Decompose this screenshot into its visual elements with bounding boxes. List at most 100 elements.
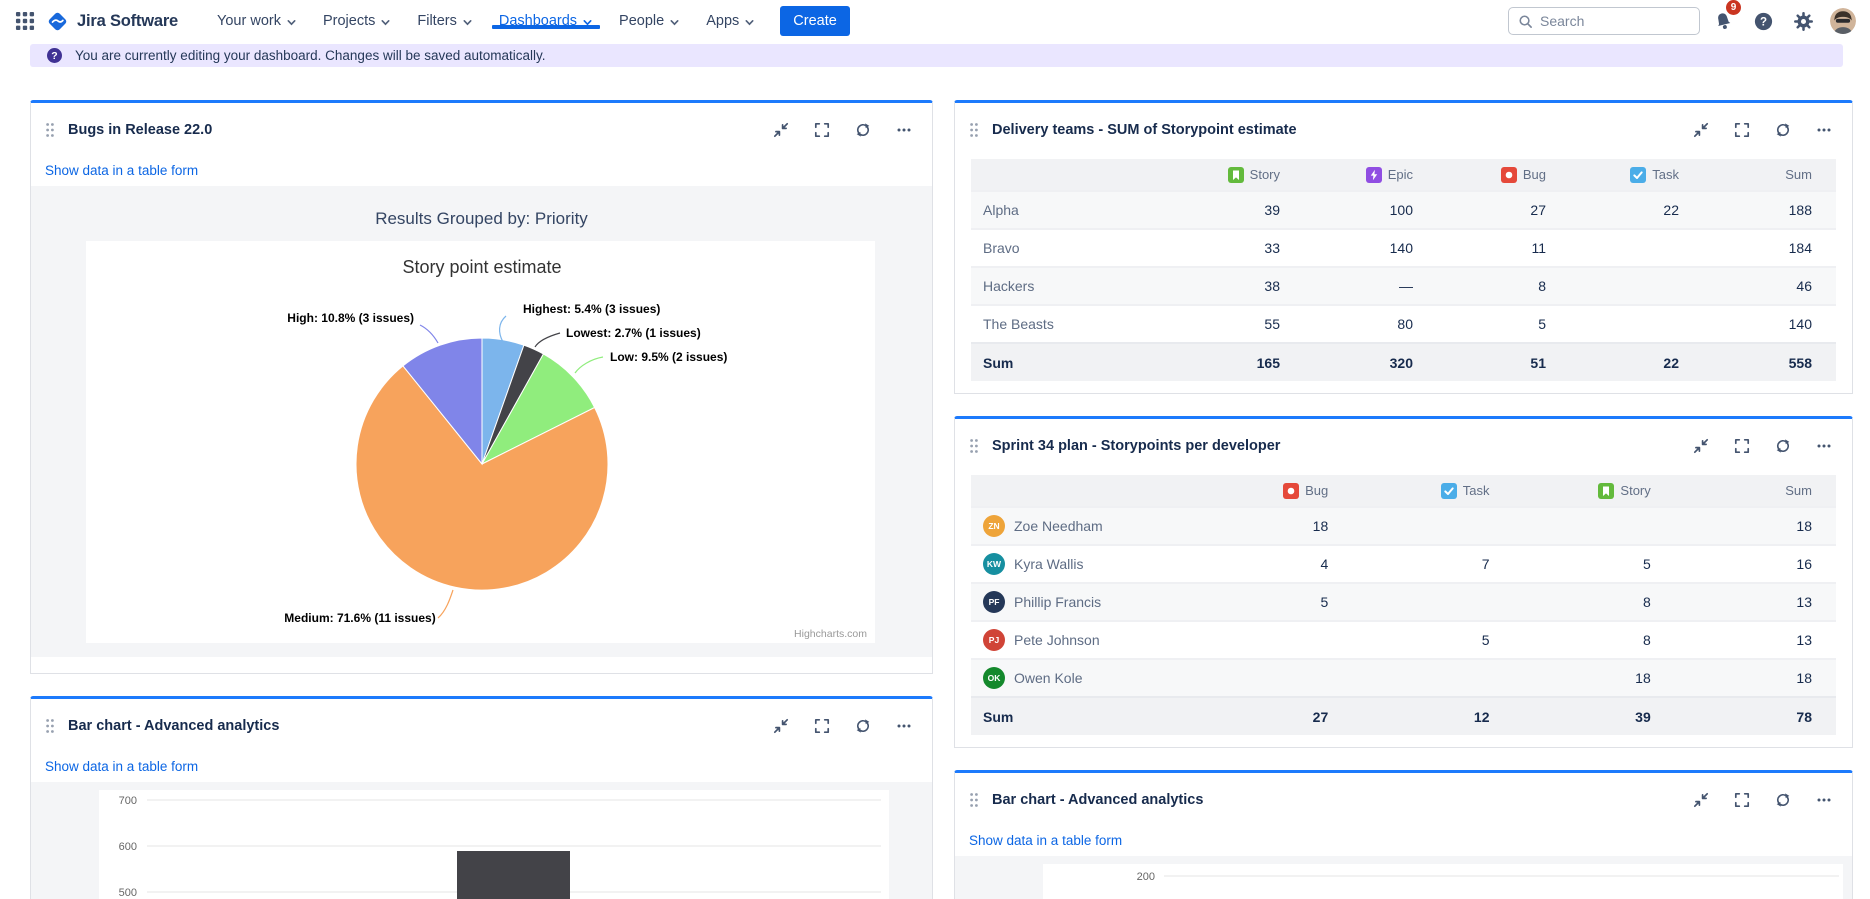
- bar-chart-region: 200: [955, 856, 1852, 899]
- ellipsis-icon: [1816, 438, 1832, 454]
- developer-name: Zoe Needham: [1014, 518, 1103, 534]
- minimize-gadget-button[interactable]: [1693, 438, 1709, 454]
- show-table-link[interactable]: Show data in a table form: [45, 163, 199, 178]
- refresh-gadget-button[interactable]: [1775, 792, 1791, 808]
- cell-bug: [1191, 659, 1352, 697]
- nav-item-filters[interactable]: Filters: [404, 13, 485, 29]
- column-label: Bug: [1305, 483, 1329, 498]
- maximize-gadget-button[interactable]: [1734, 438, 1750, 454]
- table-row: OK Owen Kole 18 18: [971, 659, 1836, 697]
- refresh-gadget-button[interactable]: [1775, 438, 1791, 454]
- drag-handle-icon[interactable]: [45, 122, 55, 138]
- refresh-icon: [1775, 438, 1791, 454]
- drag-handle-icon[interactable]: [969, 792, 979, 808]
- table-sum-row: Sum 27 12 39 78: [971, 697, 1836, 735]
- cell-bug: 18: [1312, 518, 1329, 534]
- gadget-more-menu-button[interactable]: [1816, 122, 1832, 138]
- sum-task: 22: [1663, 354, 1679, 371]
- pie-slice-medium[interactable]: [355, 365, 609, 591]
- gadget-header: Delivery teams - SUM of Storypoint estim…: [955, 103, 1852, 157]
- gadget-header: Sprint 34 plan - Storypoints per develop…: [955, 419, 1852, 473]
- table-header-row: Story Epic Bug Task Sum: [971, 159, 1836, 191]
- gadget-more-menu-button[interactable]: [896, 718, 912, 734]
- help-button[interactable]: ?: [1746, 0, 1780, 42]
- gadget-more-menu-button[interactable]: [896, 122, 912, 138]
- maximize-gadget-button[interactable]: [1734, 792, 1750, 808]
- gadget-bar-chart-left: Bar chart - Advanced analytics Show data…: [30, 696, 933, 899]
- drag-handle-icon[interactable]: [969, 122, 979, 138]
- collapse-icon: [1693, 792, 1709, 808]
- table-row: Bravo 33 140 11 184: [971, 229, 1836, 267]
- chevron-down-icon: [582, 17, 593, 28]
- refresh-gadget-button[interactable]: [855, 122, 871, 138]
- cell-story: 8: [1642, 594, 1651, 610]
- team-name: Bravo: [983, 240, 1020, 256]
- nav-item-your-work[interactable]: Your work: [204, 13, 310, 29]
- show-table-link[interactable]: Show data in a table form: [45, 759, 199, 774]
- gadget-actions: [1693, 122, 1832, 138]
- pie-label-medium: Medium: 71.6% (11 issues): [284, 611, 435, 625]
- nav-item-people[interactable]: People: [606, 13, 693, 29]
- gadget-title: Bugs in Release 22.0: [68, 122, 213, 138]
- jira-brand-link[interactable]: Jira Software: [46, 10, 178, 33]
- minimize-gadget-button[interactable]: [773, 122, 789, 138]
- refresh-gadget-button[interactable]: [1775, 122, 1791, 138]
- column-label: Story: [1620, 483, 1651, 498]
- search-input[interactable]: [1540, 13, 1680, 29]
- refresh-icon: [1775, 792, 1791, 808]
- bug-icon: [1500, 166, 1517, 183]
- minimize-gadget-button[interactable]: [773, 718, 789, 734]
- pie-slice-low[interactable]: [480, 353, 596, 466]
- gadget-more-menu-button[interactable]: [1816, 792, 1832, 808]
- sum-bug: 51: [1530, 354, 1546, 371]
- minimize-gadget-button[interactable]: [1693, 792, 1709, 808]
- maximize-gadget-button[interactable]: [1734, 122, 1750, 138]
- maximize-gadget-button[interactable]: [814, 122, 830, 138]
- help-icon: ?: [1753, 11, 1774, 32]
- avatar: ZN: [983, 515, 1005, 537]
- create-button[interactable]: Create: [780, 6, 850, 36]
- refresh-gadget-button[interactable]: [855, 718, 871, 734]
- nav-item-apps[interactable]: Apps: [693, 13, 768, 29]
- search-icon: [1518, 14, 1533, 29]
- nav-item-dashboards[interactable]: Dashboards: [486, 13, 606, 29]
- minimize-gadget-button[interactable]: [1693, 122, 1709, 138]
- settings-button[interactable]: [1786, 0, 1820, 42]
- sum-label: Sum: [983, 354, 1014, 371]
- drag-handle-icon[interactable]: [45, 718, 55, 734]
- nav-item-projects[interactable]: Projects: [310, 13, 404, 29]
- cell-story: 33: [1264, 240, 1280, 256]
- y-tick-700: 700: [119, 795, 137, 807]
- epic-icon: [1365, 166, 1382, 183]
- sum-column-header: Sum: [1785, 483, 1812, 498]
- developer-name: Pete Johnson: [1014, 632, 1100, 648]
- cell-task: [1570, 229, 1703, 267]
- user-avatar[interactable]: [1830, 8, 1856, 34]
- gadget-title: Bar chart - Advanced analytics: [992, 792, 1204, 808]
- cell-sum: 13: [1796, 632, 1812, 648]
- pie-label-highest: Highest: 5.4% (3 issues): [523, 302, 660, 316]
- pie-slice-high[interactable]: [402, 337, 483, 466]
- drag-handle-icon[interactable]: [969, 438, 979, 454]
- gadget-more-menu-button[interactable]: [1816, 438, 1832, 454]
- collapse-icon: [1693, 438, 1709, 454]
- maximize-gadget-button[interactable]: [814, 718, 830, 734]
- pie-chart: Story point estimate: [86, 241, 875, 643]
- gadget-actions: [1693, 438, 1832, 454]
- chevron-down-icon: [744, 17, 755, 28]
- column-label: Epic: [1387, 167, 1413, 182]
- grouped-by-label: Results Grouped by: Priority: [375, 209, 588, 228]
- bar-chart: 700 600 500 400: [99, 790, 889, 899]
- avatar: KW: [983, 553, 1005, 575]
- primary-menu: Your work Projects Filters Dashboards Pe…: [204, 13, 768, 29]
- pie-label-high: High: 10.8% (3 issues): [287, 311, 414, 325]
- bar-series-rect[interactable]: [457, 851, 570, 899]
- jira-logo-icon: [46, 10, 69, 33]
- cell-epic: —: [1399, 278, 1413, 294]
- notifications-button[interactable]: 9: [1706, 0, 1741, 42]
- nav-left: Jira Software Your work Projects Filters…: [8, 0, 850, 42]
- app-switcher-button[interactable]: [8, 0, 42, 42]
- cell-sum: 16: [1796, 556, 1812, 572]
- show-table-link[interactable]: Show data in a table form: [969, 833, 1123, 848]
- developer-name: Phillip Francis: [1014, 594, 1102, 610]
